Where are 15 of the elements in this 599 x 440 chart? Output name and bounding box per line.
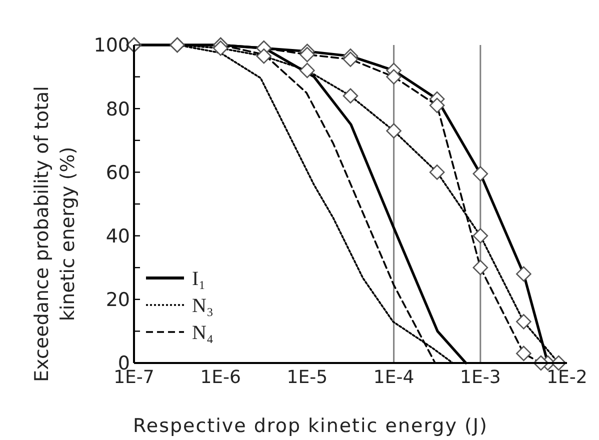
x-tick-label: 1E-2 bbox=[546, 367, 588, 388]
y-tick-label: 60 bbox=[106, 162, 130, 184]
y-tick-label: 40 bbox=[106, 225, 130, 248]
x-tick-label: 1E-4 bbox=[373, 367, 414, 388]
y-tick-label: 20 bbox=[106, 289, 130, 312]
y-axis-title: Exceedance probability of total kinetic energy (%) bbox=[31, 86, 79, 382]
x-tick-label: 1E-6 bbox=[200, 367, 241, 388]
legend-label: N₄ bbox=[192, 322, 214, 344]
legend-label: N₃ bbox=[192, 295, 214, 317]
x-tick-label: 1E-3 bbox=[460, 367, 501, 388]
x-tick-label: 1E-5 bbox=[286, 367, 328, 388]
x-axis-title: Respective drop kinetic energy (J) bbox=[133, 415, 488, 437]
y-tick-label: 100 bbox=[94, 34, 130, 57]
y-tick-label: 80 bbox=[106, 98, 130, 120]
legend-label: I₁ bbox=[192, 268, 206, 290]
